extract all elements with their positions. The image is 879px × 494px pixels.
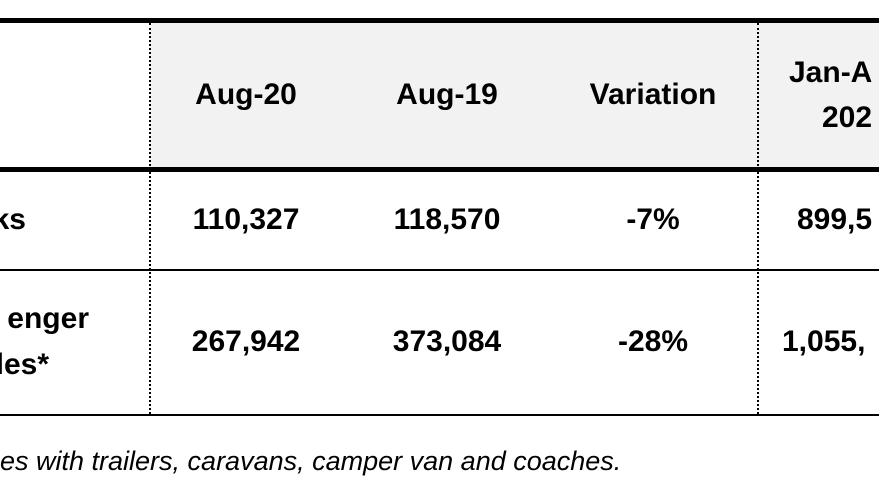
column-divider bbox=[149, 23, 151, 414]
cell: 899,5 bbox=[797, 203, 873, 236]
bottom-border bbox=[0, 414, 879, 416]
column-header: Aug-20 bbox=[195, 78, 297, 111]
row-label: les* bbox=[0, 348, 49, 381]
header-border bbox=[0, 167, 879, 172]
row-label: enger bbox=[7, 302, 89, 335]
column-divider bbox=[757, 23, 759, 414]
column-header: Jan-A bbox=[789, 56, 873, 89]
column-header: Variation bbox=[589, 78, 717, 111]
cell: 118,570 bbox=[393, 203, 501, 236]
row-border bbox=[0, 269, 879, 271]
top-border bbox=[0, 18, 879, 23]
cell: 110,327 bbox=[192, 203, 300, 236]
cell: 373,084 bbox=[392, 325, 502, 358]
cell: 267,942 bbox=[191, 325, 301, 358]
column-header: 202 bbox=[822, 101, 873, 134]
footnote: es with trailers, caravans, camper van a… bbox=[0, 446, 622, 476]
row-label: ks bbox=[0, 203, 26, 236]
column-header: Aug-19 bbox=[396, 78, 498, 111]
cell: -28% bbox=[617, 325, 689, 358]
cell: 1,055, bbox=[782, 325, 866, 358]
cell: -7% bbox=[626, 203, 680, 236]
